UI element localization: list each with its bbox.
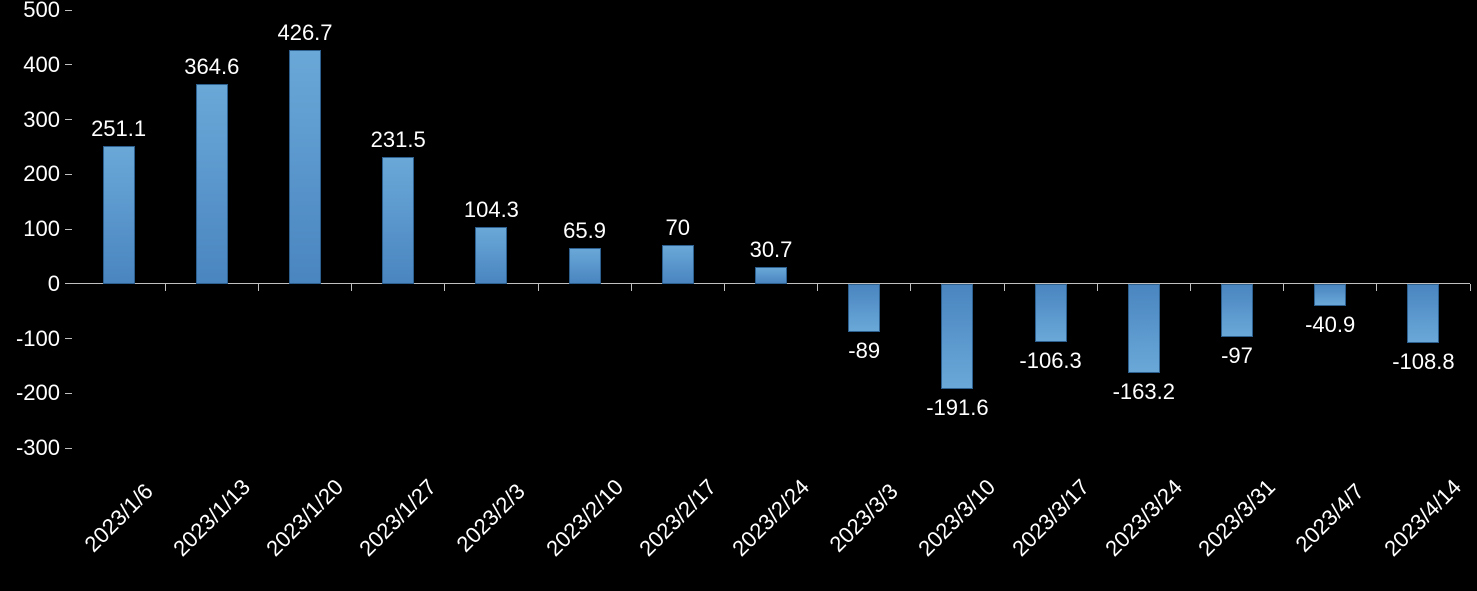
x-axis-label: 2023/1/27 (347, 466, 450, 569)
x-axis-label: 2023/3/10 (906, 466, 1009, 569)
x-tick (724, 284, 725, 291)
value-label: -108.8 (1368, 349, 1477, 375)
x-axis-label: 2023/1/6 (67, 466, 170, 569)
x-axis-label: 2023/2/17 (626, 466, 729, 569)
bar (289, 50, 321, 284)
y-tick (65, 10, 72, 11)
value-label: -106.3 (996, 348, 1106, 374)
bar (1221, 284, 1253, 337)
x-tick (538, 284, 539, 291)
y-tick (65, 283, 72, 284)
bar (1407, 284, 1439, 344)
bar-chart: -300 -200 -100 0 100 200 300 400 500 251.1 2023/1/… (0, 0, 1477, 591)
bar (755, 267, 787, 284)
bar (941, 284, 973, 389)
x-axis-label: 2023/3/17 (999, 466, 1102, 569)
value-label: 251.1 (64, 116, 174, 142)
y-axis-label: 0 (48, 271, 60, 297)
value-label: 231.5 (343, 127, 453, 153)
x-tick (1004, 284, 1005, 291)
x-tick (910, 284, 911, 291)
y-tick (65, 64, 72, 65)
bar (103, 146, 135, 283)
x-tick (258, 284, 259, 291)
value-label: 30.7 (716, 237, 826, 263)
value-label: -191.6 (902, 395, 1012, 421)
y-axis-label: 400 (23, 52, 60, 78)
bar (569, 248, 601, 284)
value-label: -163.2 (1089, 379, 1199, 405)
y-axis-label: -200 (16, 380, 60, 406)
bar (662, 245, 694, 283)
bar (196, 84, 228, 284)
x-axis-label: 2023/2/3 (440, 466, 543, 569)
bar (382, 157, 414, 284)
bar (1128, 284, 1160, 373)
x-axis-label: 2023/3/31 (1185, 466, 1288, 569)
y-axis-label: 200 (23, 161, 60, 187)
value-label: 426.7 (250, 20, 360, 46)
y-tick (65, 448, 72, 449)
x-tick (444, 284, 445, 291)
bar (1035, 284, 1067, 342)
x-tick (1283, 284, 1284, 291)
x-axis-label: 2023/4/14 (1372, 466, 1475, 569)
x-tick (351, 284, 352, 291)
x-tick (1470, 284, 1471, 291)
y-tick (65, 174, 72, 175)
y-axis-label: 500 (23, 0, 60, 23)
x-axis-label: 2023/3/24 (1092, 466, 1195, 569)
bar (1314, 284, 1346, 306)
x-tick (631, 284, 632, 291)
x-axis-label: 2023/3/3 (813, 466, 916, 569)
value-label: -89 (809, 338, 919, 364)
bar (475, 227, 507, 284)
x-axis-label: 2023/4/7 (1279, 466, 1382, 569)
x-tick (1376, 284, 1377, 291)
x-tick (1097, 284, 1098, 291)
x-axis-label: 2023/1/20 (253, 466, 356, 569)
x-tick (165, 284, 166, 291)
y-axis-label: -300 (16, 435, 60, 461)
x-tick (1190, 284, 1191, 291)
y-tick (65, 229, 72, 230)
y-axis-label: 100 (23, 216, 60, 242)
y-axis-label: -100 (16, 326, 60, 352)
bar (848, 284, 880, 333)
x-axis-label: 2023/1/13 (160, 466, 263, 569)
x-tick (817, 284, 818, 291)
value-label: -97 (1182, 343, 1292, 369)
y-tick (65, 338, 72, 339)
x-axis-label: 2023/2/10 (533, 466, 636, 569)
x-axis-label: 2023/2/24 (719, 466, 822, 569)
y-tick (65, 393, 72, 394)
value-label: -40.9 (1275, 312, 1385, 338)
value-label: 364.6 (157, 54, 267, 80)
y-axis-label: 300 (23, 107, 60, 133)
